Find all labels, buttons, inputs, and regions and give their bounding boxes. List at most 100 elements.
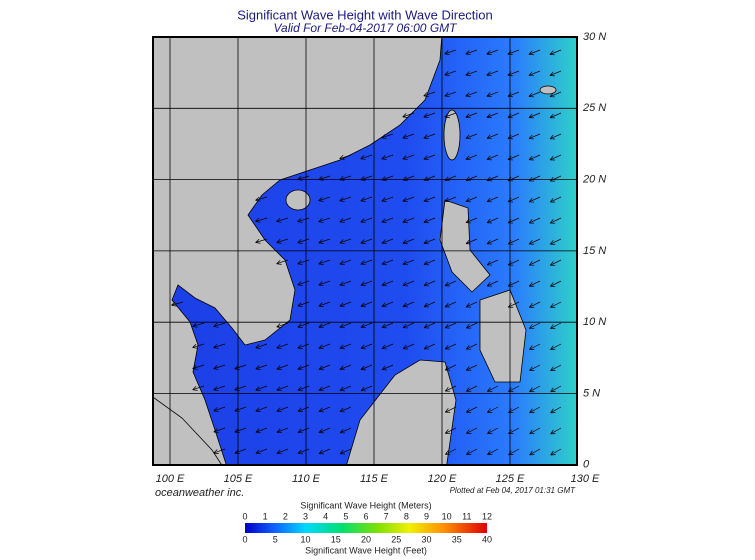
wave-arrow	[487, 427, 499, 434]
wave-arrow	[528, 238, 541, 245]
meter-label: 7	[384, 511, 389, 521]
wave-arrow	[381, 217, 394, 223]
wave-arrow	[381, 364, 394, 371]
wave-arrow	[402, 259, 415, 266]
wave-arrow	[276, 259, 289, 265]
wave-arrow	[444, 49, 457, 55]
lat-label: 20 N	[582, 174, 606, 186]
meter-label: 3	[303, 511, 308, 521]
wave-arrow	[213, 427, 226, 433]
wave-arrow	[297, 217, 310, 223]
wave-arrow	[318, 385, 331, 392]
wave-arrow	[549, 217, 562, 224]
wave-arrow	[381, 196, 394, 202]
wave-arrow	[465, 112, 478, 119]
lat-label: 15 N	[583, 245, 606, 257]
wave-arrow	[423, 322, 436, 329]
wave-arrow	[213, 364, 226, 370]
wave-arrow	[276, 343, 289, 349]
wave-arrow	[318, 238, 331, 244]
map-frame	[152, 36, 578, 466]
meter-label: 10	[442, 511, 452, 521]
wave-arrow	[255, 238, 268, 244]
wave-arrow	[297, 238, 310, 244]
wave-arrow	[444, 196, 457, 203]
meter-label: 8	[404, 511, 409, 521]
wave-arrow	[465, 238, 478, 245]
wave-arrow	[360, 301, 373, 308]
wave-arrow	[423, 91, 436, 97]
wave-arrow	[549, 154, 562, 161]
wave-arrow	[318, 406, 331, 413]
wave-arrow	[339, 385, 352, 392]
wave-arrow	[423, 343, 436, 350]
wave-arrow	[549, 196, 562, 203]
wave-arrow	[444, 343, 457, 350]
wave-arrow	[318, 343, 331, 350]
wave-arrow	[360, 154, 373, 160]
wave-arrow	[444, 364, 457, 371]
wave-arrow	[486, 49, 499, 55]
wave-arrow	[318, 301, 331, 307]
wave-arrow	[318, 427, 331, 434]
wave-arrow	[529, 343, 541, 350]
wave-arrow	[276, 364, 289, 370]
subtitle: Valid For Feb-04-2017 06:00 GMT	[274, 21, 459, 35]
meter-label: 2	[283, 511, 288, 521]
wave-arrow	[550, 385, 562, 393]
wave-arrow	[549, 49, 562, 56]
wave-arrow	[339, 406, 352, 413]
wave-arrow	[550, 343, 562, 350]
wave-arrow	[297, 322, 310, 328]
wave-arrow	[444, 427, 457, 434]
lon-label: 130 E	[571, 473, 600, 485]
wave-arrow	[360, 322, 373, 329]
wave-arrow	[486, 259, 499, 266]
wave-arrow	[381, 259, 394, 266]
wave-arrow	[465, 91, 478, 97]
wave-arrow	[423, 112, 436, 118]
wave-arrow	[423, 217, 436, 224]
wave-arrow	[528, 70, 541, 77]
wave-arrow	[255, 406, 268, 412]
wave-arrow	[213, 406, 226, 412]
colorbar	[245, 523, 487, 533]
wave-arrow	[297, 280, 310, 286]
wave-arrow	[339, 280, 352, 286]
wave-arrow	[486, 70, 499, 77]
wave-arrow	[444, 112, 457, 118]
wave-arrow	[402, 196, 415, 203]
feet-label: 25	[391, 534, 401, 544]
wave-arrow	[381, 133, 394, 139]
wave-arrow	[465, 133, 478, 140]
wave-arrow	[487, 448, 499, 456]
wave-arrow	[192, 385, 205, 391]
legend-title-bottom: Significant Wave Height (Feet)	[305, 545, 427, 555]
wave-arrow	[318, 217, 331, 223]
feet-label: 0	[242, 534, 247, 544]
wave-arrow	[360, 343, 373, 350]
wave-arrow	[549, 112, 562, 119]
wave-arrow	[402, 154, 415, 160]
wave-arrow	[381, 301, 394, 308]
wave-arrow	[549, 175, 562, 182]
wave-arrow	[213, 343, 226, 349]
meter-label: 0	[242, 511, 247, 521]
wave-arrow	[255, 196, 268, 202]
meter-label: 11	[462, 511, 471, 521]
wave-arrow	[486, 196, 499, 203]
wave-arrow	[487, 385, 499, 392]
wave-arrow	[529, 406, 541, 414]
wave-arrow	[465, 70, 478, 76]
wave-arrow	[192, 364, 205, 370]
lon-label: 120 E	[428, 473, 457, 485]
wave-arrow	[486, 217, 499, 224]
wave-arrow	[339, 238, 352, 244]
lat-label: 25 N	[582, 102, 606, 114]
wave-arrow	[550, 301, 562, 308]
wave-arrow	[444, 280, 457, 287]
feet-label: 10	[300, 534, 310, 544]
wave-arrow	[213, 448, 226, 454]
feet-label: 40	[482, 534, 492, 544]
